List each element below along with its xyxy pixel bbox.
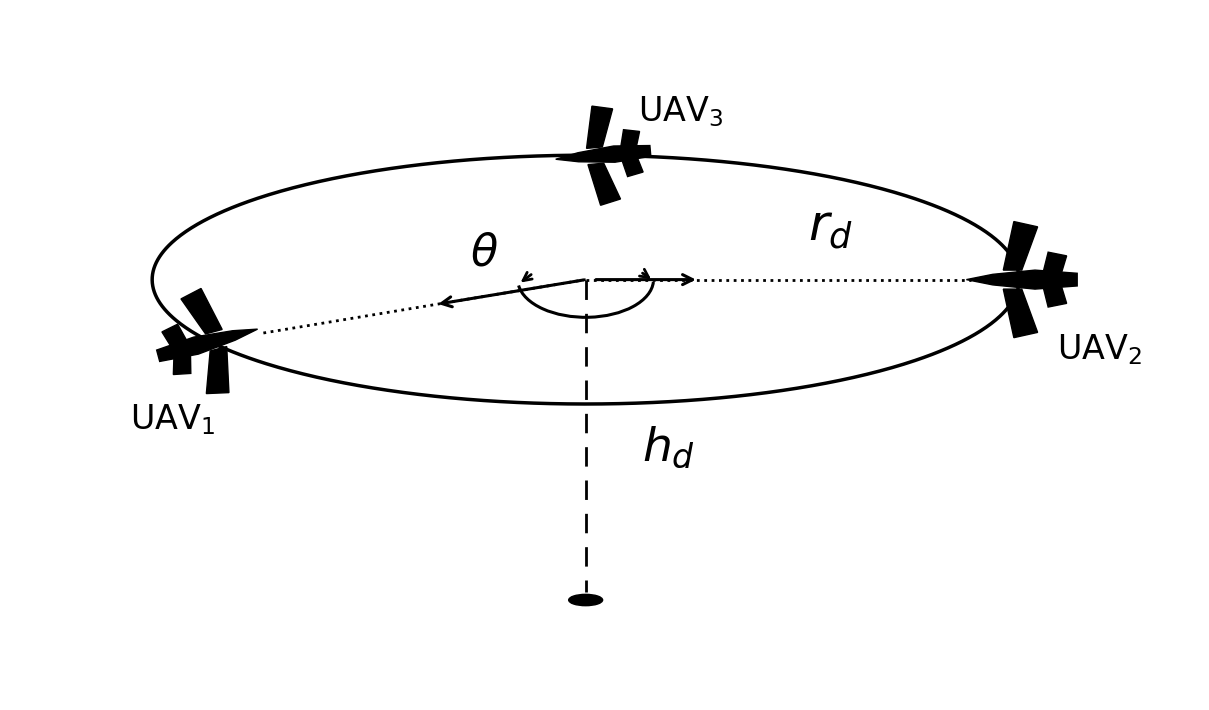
Polygon shape (157, 329, 258, 361)
Polygon shape (966, 270, 1077, 289)
Ellipse shape (568, 594, 602, 606)
Text: $r_{d}$: $r_{d}$ (808, 202, 854, 251)
Polygon shape (181, 288, 222, 334)
Text: $\mathrm{UAV}_{1}$: $\mathrm{UAV}_{1}$ (129, 402, 215, 437)
Polygon shape (1003, 289, 1037, 338)
Text: $\theta$: $\theta$ (469, 231, 498, 275)
Text: $\mathrm{UAV}_{2}$: $\mathrm{UAV}_{2}$ (1057, 332, 1141, 367)
Polygon shape (162, 324, 187, 346)
Text: $\mathrm{UAV}_{3}$: $\mathrm{UAV}_{3}$ (638, 94, 724, 129)
Polygon shape (556, 146, 650, 162)
Polygon shape (173, 353, 191, 374)
Polygon shape (1003, 222, 1037, 270)
Text: $h_{d}$: $h_{d}$ (642, 425, 695, 470)
Polygon shape (621, 158, 643, 177)
Polygon shape (620, 130, 640, 148)
Polygon shape (1043, 286, 1066, 307)
Polygon shape (207, 346, 229, 393)
Polygon shape (586, 106, 613, 148)
Polygon shape (588, 163, 620, 205)
Polygon shape (1043, 252, 1066, 273)
